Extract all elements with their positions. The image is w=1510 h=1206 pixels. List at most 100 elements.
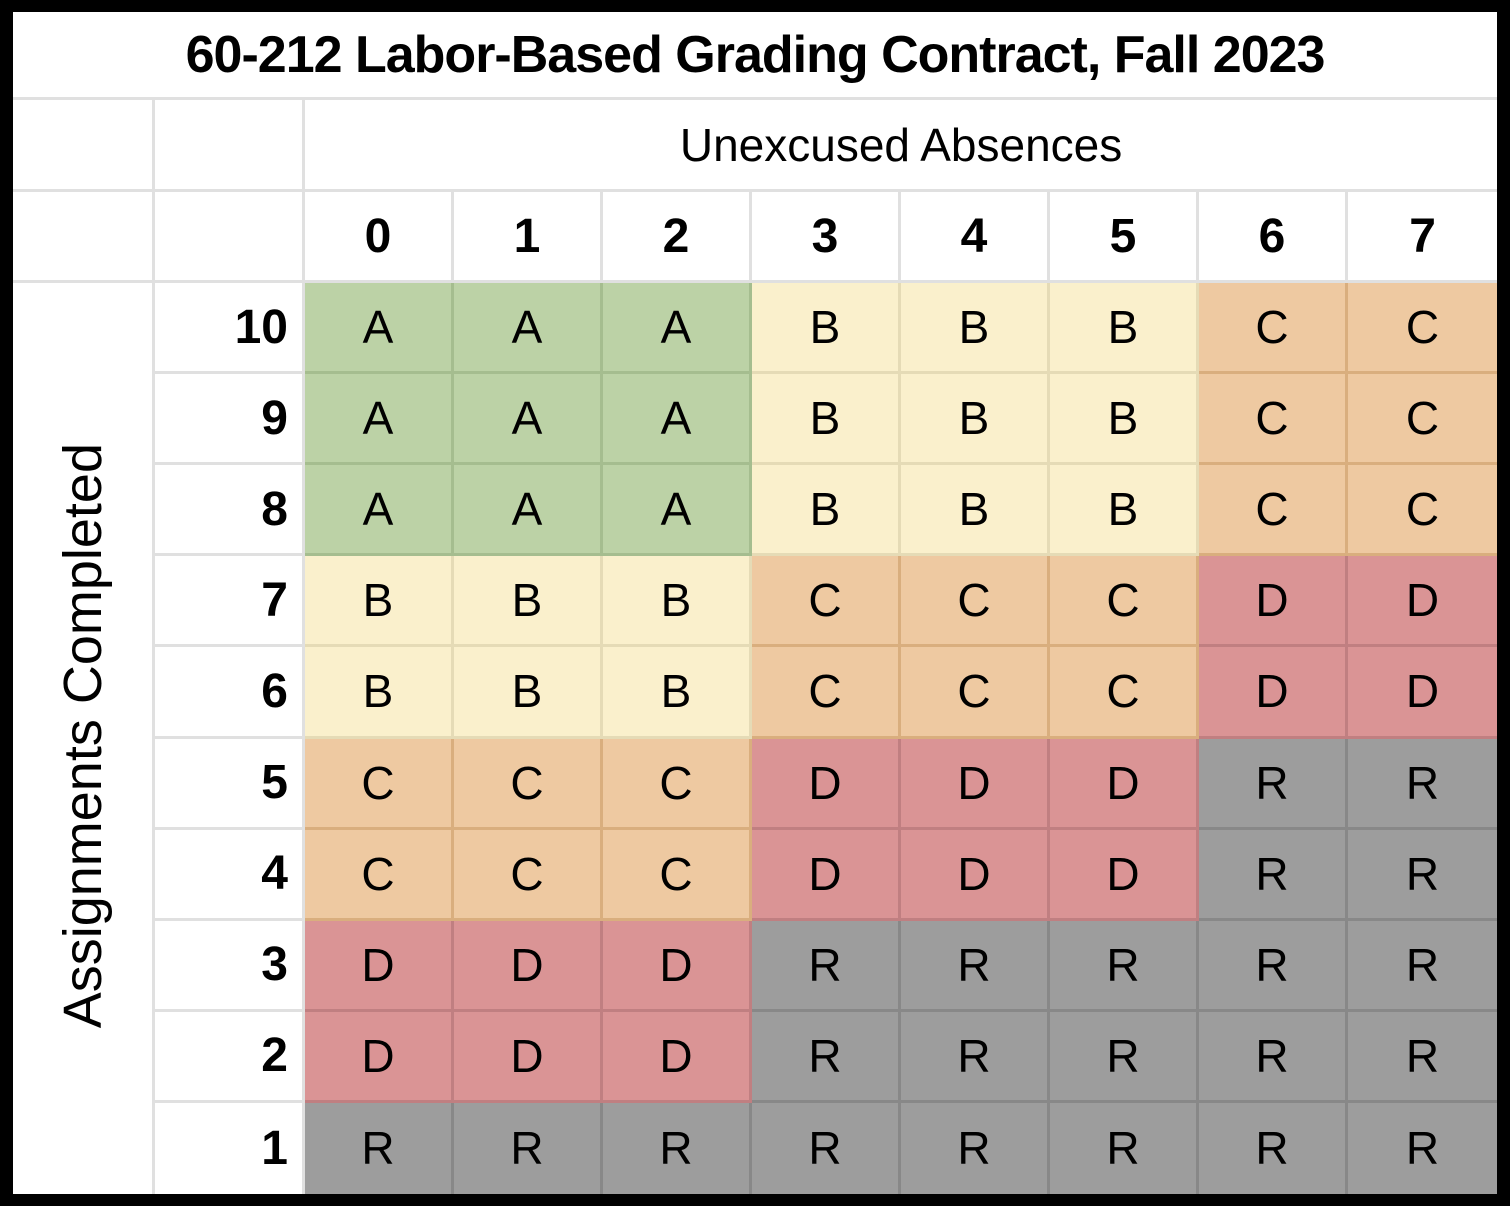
column-header-7: 7: [1348, 192, 1497, 284]
row-axis-label: Assignments Completed: [52, 443, 113, 1029]
grade-cell: R: [901, 1102, 1050, 1194]
grade-cell: D: [1199, 556, 1348, 648]
grade-cell: D: [752, 738, 901, 830]
grade-cell: B: [603, 647, 752, 739]
row-label: 6: [155, 647, 305, 739]
grade-cell: D: [901, 829, 1050, 921]
grade-cell: D: [305, 920, 454, 1012]
grade-cell: R: [1199, 829, 1348, 921]
grade-cell: D: [603, 1011, 752, 1103]
grade-cell: R: [1348, 920, 1497, 1012]
grade-cell: D: [901, 738, 1050, 830]
row-label: 8: [155, 465, 305, 557]
grade-cell: R: [1050, 1102, 1199, 1194]
grade-cell: C: [1199, 465, 1348, 557]
row-label: 2: [155, 1011, 305, 1103]
grade-cell: B: [901, 374, 1050, 466]
grade-cell: C: [752, 556, 901, 648]
grade-cell: R: [752, 920, 901, 1012]
column-header-2: 2: [603, 192, 752, 284]
row-label: 7: [155, 556, 305, 648]
grade-cell: R: [1199, 738, 1348, 830]
grade-cell: A: [603, 374, 752, 466]
grade-cell: C: [1050, 647, 1199, 739]
page-title: 60-212 Labor-Based Grading Contract, Fal…: [13, 12, 1497, 101]
grade-cell: B: [454, 647, 603, 739]
grade-cell: R: [901, 920, 1050, 1012]
row-label: 5: [155, 738, 305, 830]
grade-cell: D: [1348, 647, 1497, 739]
row-label: 4: [155, 829, 305, 921]
column-header-3: 3: [752, 192, 901, 284]
grade-cell: D: [603, 920, 752, 1012]
grade-cell: C: [901, 556, 1050, 648]
grade-cell: C: [1348, 374, 1497, 466]
row-axis-label-cell: Assignments Completed: [13, 283, 155, 1194]
grade-cell: A: [454, 374, 603, 466]
column-header-6: 6: [1199, 192, 1348, 284]
grade-cell: C: [454, 829, 603, 921]
row-label: 10: [155, 283, 305, 375]
grade-cell: R: [1199, 1102, 1348, 1194]
grade-cell: A: [305, 374, 454, 466]
grade-cell: R: [1050, 920, 1199, 1012]
grade-cell: B: [901, 283, 1050, 375]
grade-cell: C: [752, 647, 901, 739]
column-axis-label: Unexcused Absences: [305, 100, 1497, 193]
grade-cell: C: [901, 647, 1050, 739]
grade-cell: D: [1050, 829, 1199, 921]
grade-cell: R: [305, 1102, 454, 1194]
grade-cell: R: [752, 1102, 901, 1194]
grade-cell: R: [752, 1011, 901, 1103]
grade-cell: B: [752, 465, 901, 557]
grade-cell: A: [454, 283, 603, 375]
grade-cell: C: [603, 738, 752, 830]
corner-cell: [155, 192, 305, 284]
grade-cell: R: [1050, 1011, 1199, 1103]
grade-cell: B: [901, 465, 1050, 557]
corner-cell: [13, 192, 155, 284]
grade-cell: R: [901, 1011, 1050, 1103]
corner-cell: [13, 100, 155, 193]
grade-cell: A: [454, 465, 603, 557]
grade-cell: R: [1348, 1011, 1497, 1103]
grade-cell: R: [1348, 738, 1497, 830]
grade-cell: B: [603, 556, 752, 648]
grade-cell: D: [752, 829, 901, 921]
grade-cell: B: [305, 556, 454, 648]
grade-cell: C: [1199, 283, 1348, 375]
grade-cell: D: [1199, 647, 1348, 739]
column-header-1: 1: [454, 192, 603, 284]
grade-cell: C: [305, 829, 454, 921]
row-label: 1: [155, 1102, 305, 1194]
grade-cell: D: [1050, 738, 1199, 830]
grade-cell: B: [752, 374, 901, 466]
grade-cell: B: [1050, 374, 1199, 466]
grade-cell: R: [1199, 1011, 1348, 1103]
row-label: 3: [155, 920, 305, 1012]
grade-cell: C: [1050, 556, 1199, 648]
column-header-4: 4: [901, 192, 1050, 284]
grade-cell: D: [1348, 556, 1497, 648]
grade-cell: B: [454, 556, 603, 648]
column-header-5: 5: [1050, 192, 1199, 284]
grade-cell: R: [1348, 829, 1497, 921]
grade-cell: R: [1199, 920, 1348, 1012]
row-label: 9: [155, 374, 305, 466]
grade-cell: A: [603, 283, 752, 375]
grade-cell: D: [454, 1011, 603, 1103]
grade-cell: B: [1050, 465, 1199, 557]
grade-cell: C: [603, 829, 752, 921]
grade-cell: C: [305, 738, 454, 830]
grade-cell: R: [454, 1102, 603, 1194]
grade-cell: R: [603, 1102, 752, 1194]
grade-matrix: 60-212 Labor-Based Grading Contract, Fal…: [13, 12, 1497, 1194]
corner-cell: [155, 100, 305, 193]
grade-cell: A: [305, 465, 454, 557]
grade-cell: C: [1199, 374, 1348, 466]
column-header-0: 0: [305, 192, 454, 284]
grade-cell: C: [1348, 465, 1497, 557]
grade-cell: A: [305, 283, 454, 375]
grade-cell: D: [454, 920, 603, 1012]
